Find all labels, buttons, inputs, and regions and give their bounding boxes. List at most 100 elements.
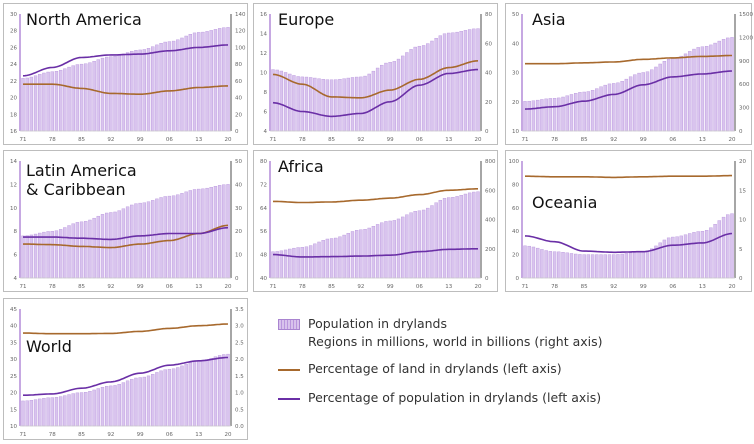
- population-bar: [292, 75, 296, 132]
- x-tick-label: 06: [669, 284, 676, 290]
- population-bar: [288, 248, 292, 279]
- population-bar: [426, 43, 430, 132]
- population-bar: [38, 232, 42, 279]
- population-bar: [167, 368, 172, 427]
- x-tick-label: 78: [551, 284, 558, 290]
- population-bar: [392, 220, 397, 279]
- population-bar: [325, 79, 330, 132]
- population-bar: [578, 254, 582, 279]
- population-bar: [146, 48, 151, 132]
- population-bar: [350, 231, 355, 279]
- right-tick-label: 0: [235, 129, 239, 135]
- population-bar: [159, 197, 163, 279]
- population-bar: [472, 191, 476, 279]
- left-tick-label: 28: [10, 29, 17, 35]
- population-bar: [683, 53, 688, 132]
- population-bar: [155, 44, 159, 132]
- population-bar: [96, 59, 100, 132]
- left-tick-label: 8: [14, 229, 18, 235]
- population-bar: [121, 382, 126, 427]
- right-tick-label: 15: [739, 188, 746, 194]
- population-bar: [628, 252, 633, 279]
- population-bar: [184, 191, 188, 279]
- population-bar: [557, 251, 561, 279]
- population-bar: [71, 223, 75, 279]
- population-bar: [79, 221, 84, 279]
- x-tick-label: 71: [522, 137, 529, 143]
- left-tick-label: 64: [260, 206, 267, 212]
- population-bar: [726, 214, 730, 279]
- x-tick-label: 78: [299, 284, 306, 290]
- right-tick-label: 5: [739, 247, 743, 253]
- population-bar: [359, 76, 363, 132]
- population-bar: [384, 221, 388, 279]
- population-bar: [217, 28, 222, 132]
- x-tick-label: 99: [387, 284, 394, 290]
- panel-latin-america: 4 6 8 10 12 14 0 10 20 30 40 50 71 78 85 92 99 06 13 20 Lati…: [3, 150, 248, 292]
- population-bar: [334, 237, 338, 279]
- population-bar: [226, 353, 230, 427]
- population-bar: [84, 221, 88, 279]
- population-bar: [88, 391, 92, 427]
- right-tick-label: 140: [235, 12, 246, 18]
- left-tick-label: 20: [10, 96, 17, 102]
- x-tick-label: 71: [270, 284, 277, 290]
- population-bar: [29, 234, 34, 279]
- population-bar: [548, 98, 553, 132]
- x-tick-label: 20: [729, 284, 736, 290]
- population-bar: [704, 46, 709, 132]
- population-bar: [84, 392, 88, 427]
- population-bar: [197, 360, 201, 427]
- population-bar: [417, 45, 422, 132]
- population-bar: [88, 62, 92, 132]
- population-bar: [38, 398, 42, 427]
- chart-svg: 4 6 8 10 12 14 0 10 20 30 40 50 71 78 85 92 99 06 13 20: [10, 159, 242, 290]
- right-tick-label: 400: [485, 218, 496, 224]
- panel-title: Africa: [278, 157, 324, 176]
- population-bar: [688, 233, 692, 279]
- population-bar: [58, 396, 63, 427]
- population-bar: [342, 78, 346, 132]
- population-bar: [54, 397, 59, 427]
- population-bar: [283, 72, 288, 132]
- x-tick-label: 92: [107, 284, 114, 290]
- right-tick-label: 30: [235, 206, 242, 212]
- x-tick-label: 78: [49, 137, 56, 143]
- population-bar: [180, 193, 184, 279]
- population-bar: [63, 68, 67, 132]
- left-tick-label: 10: [512, 129, 519, 135]
- population-bar: [363, 75, 367, 132]
- population-bar: [213, 29, 218, 132]
- left-tick-label: 10: [10, 424, 17, 430]
- right-tick-label: 0: [485, 129, 489, 135]
- x-tick-label: 13: [699, 284, 706, 290]
- x-tick-label: 06: [166, 137, 173, 143]
- legend-label-pop: Percentage of population in drylands (le…: [308, 390, 602, 405]
- population-bar: [540, 99, 544, 132]
- right-tick-label: 0: [235, 276, 239, 282]
- population-bar: [134, 50, 138, 132]
- left-tick-label: 30: [512, 71, 519, 77]
- right-tick-label: 20: [485, 100, 492, 106]
- population-bar: [426, 207, 430, 279]
- x-tick-label: 85: [328, 284, 335, 290]
- legend: Population in drylands Regions in millio…: [278, 316, 752, 413]
- population-bar: [96, 388, 100, 427]
- population-bar: [100, 57, 105, 132]
- population-bar: [271, 69, 275, 132]
- population-bar: [130, 51, 134, 132]
- population-bar: [92, 217, 96, 279]
- population-bar: [590, 90, 595, 132]
- population-bar: [717, 40, 722, 132]
- left-tick-label: 100: [509, 159, 520, 165]
- population-bar: [574, 253, 578, 279]
- population-bar: [692, 232, 696, 279]
- left-tick-label: 26: [10, 45, 17, 51]
- population-bar: [523, 245, 527, 279]
- population-bar: [176, 194, 180, 279]
- right-tick-label: 20: [739, 159, 746, 165]
- population-bar: [176, 367, 180, 427]
- left-tick-label: 20: [10, 391, 17, 397]
- population-bar: [612, 83, 616, 132]
- population-bar: [217, 185, 222, 279]
